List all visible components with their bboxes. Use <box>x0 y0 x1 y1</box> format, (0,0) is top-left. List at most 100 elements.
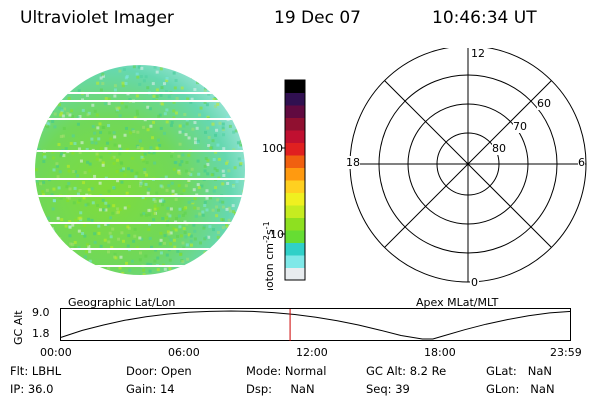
image-pixel <box>117 106 121 110</box>
image-pixel <box>41 190 45 194</box>
image-pixel <box>232 184 236 188</box>
image-pixel <box>183 211 187 215</box>
altitude-series-line <box>60 310 572 340</box>
image-pixel <box>228 124 232 128</box>
image-pixel <box>162 200 166 204</box>
image-pixel <box>93 174 97 178</box>
image-pixel <box>104 201 108 205</box>
image-pixel <box>35 194 39 198</box>
image-pixel <box>146 128 150 132</box>
image-pixel <box>207 92 211 96</box>
image-pixel <box>99 146 103 150</box>
image-pixel <box>97 274 101 275</box>
image-pixel <box>223 101 227 105</box>
image-pixel <box>243 80 245 84</box>
image-pixel <box>90 187 94 191</box>
image-pixel <box>136 146 140 150</box>
image-pixel <box>216 231 220 235</box>
image-pixel <box>166 223 170 227</box>
image-pixel <box>121 81 125 85</box>
image-pixel <box>65 255 69 259</box>
image-pixel <box>83 66 87 70</box>
scan-gap-stripe <box>35 248 245 250</box>
image-pixel <box>164 175 168 179</box>
image-pixel <box>210 173 214 177</box>
image-pixel <box>186 257 190 261</box>
image-pixel <box>163 112 167 116</box>
image-pixel <box>132 65 136 69</box>
image-pixel <box>221 169 225 173</box>
image-pixel <box>165 79 169 83</box>
image-pixel <box>47 122 51 126</box>
image-pixel <box>77 147 81 151</box>
mlt-label-18: 18 <box>346 156 360 169</box>
image-pixel <box>228 209 232 213</box>
image-pixel <box>52 74 56 78</box>
image-pixel <box>67 69 71 73</box>
image-pixel <box>73 170 77 174</box>
image-pixel <box>193 237 197 241</box>
image-pixel <box>68 187 72 191</box>
image-pixel <box>73 245 77 249</box>
image-pixel <box>240 242 244 246</box>
image-pixel <box>174 228 178 232</box>
image-pixel <box>88 169 92 173</box>
image-pixel <box>161 203 165 207</box>
image-pixel <box>214 78 218 82</box>
image-pixel <box>194 214 198 218</box>
image-pixel <box>76 69 80 73</box>
image-pixel <box>67 259 71 263</box>
image-pixel <box>201 210 205 214</box>
image-pixel <box>199 78 203 82</box>
image-pixel <box>233 219 237 223</box>
image-pixel <box>138 139 142 143</box>
image-pixel <box>243 105 245 109</box>
image-pixel <box>236 141 240 145</box>
image-pixel <box>168 214 172 218</box>
image-pixel <box>189 239 193 243</box>
image-pixel <box>118 144 122 148</box>
image-pixel <box>173 245 177 249</box>
image-pixel <box>78 150 82 154</box>
xtick-1200: 12:00 <box>296 346 328 359</box>
image-pixel <box>225 207 229 211</box>
image-pixel <box>234 265 238 269</box>
image-pixel <box>150 245 154 249</box>
colorbar-unit-label: photon cm-2s-1 <box>262 221 276 290</box>
image-pixel <box>221 128 225 132</box>
colorbar-swatch <box>285 117 305 131</box>
image-pixel <box>82 196 86 200</box>
image-pixel <box>235 225 239 229</box>
image-pixel <box>118 114 122 118</box>
image-pixel <box>211 122 215 126</box>
image-pixel <box>44 119 48 123</box>
image-pixel <box>173 161 177 165</box>
image-pixel <box>36 73 40 77</box>
image-pixel <box>203 169 207 173</box>
image-pixel <box>222 103 226 107</box>
image-pixel <box>60 152 64 156</box>
image-pixel <box>142 212 146 216</box>
image-pixel <box>179 65 183 69</box>
image-pixel <box>182 227 186 231</box>
image-pixel <box>217 259 221 263</box>
image-pixel <box>133 234 137 238</box>
scan-gap-stripe <box>35 265 245 267</box>
image-pixel <box>218 92 222 96</box>
image-pixel <box>241 235 245 239</box>
image-pixel <box>38 108 42 112</box>
image-pixel <box>174 193 178 197</box>
image-pixel <box>220 218 224 222</box>
image-pixel <box>226 244 230 248</box>
image-pixel <box>159 93 163 97</box>
image-pixel <box>203 100 207 104</box>
image-pixel <box>59 113 63 117</box>
image-pixel <box>144 213 148 217</box>
image-pixel <box>97 137 101 141</box>
image-pixel <box>206 85 210 89</box>
image-pixel <box>127 204 131 208</box>
image-pixel <box>86 113 90 117</box>
image-pixel <box>107 189 111 193</box>
image-pixel <box>205 208 209 212</box>
image-pixel <box>52 69 56 73</box>
